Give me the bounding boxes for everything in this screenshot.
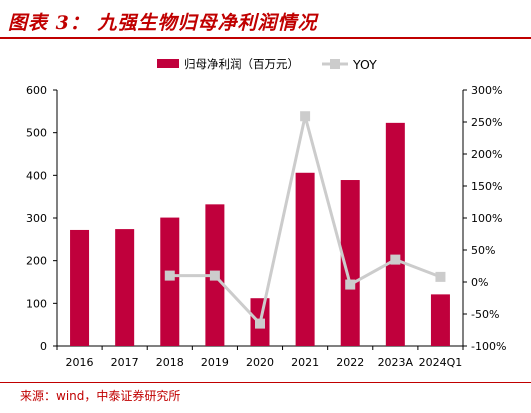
x-tick-label: 2019 — [201, 356, 229, 369]
yoy-marker — [390, 254, 401, 265]
source-note: 来源：wind，中泰证券研究所 — [20, 389, 181, 403]
yoy-marker — [209, 270, 220, 281]
bar-profit — [70, 229, 90, 346]
yoy-marker — [345, 279, 356, 290]
right-tick-label: 300% — [471, 84, 502, 97]
x-tick-label: 2020 — [246, 356, 274, 369]
legend-bar-label: 归母净利润（百万元） — [184, 57, 299, 71]
yoy-marker — [255, 318, 265, 329]
bar-profit — [430, 294, 450, 346]
x-tick-label: 2017 — [111, 356, 139, 369]
left-tick-label: 0 — [40, 340, 47, 353]
legend-line-label: YOY — [352, 57, 377, 72]
footer-divider — [0, 382, 531, 383]
right-tick-label: 50% — [471, 244, 495, 257]
left-tick-label: 200 — [26, 255, 47, 268]
x-tick-label: 2024Q1 — [419, 356, 463, 369]
bar-profit — [340, 180, 360, 346]
x-tick-label: 2021 — [291, 356, 319, 369]
legend-bar-swatch — [157, 59, 179, 68]
x-tick-label: 2018 — [156, 356, 184, 369]
left-tick-label: 500 — [26, 127, 47, 140]
yoy-marker — [164, 270, 175, 281]
right-tick-label: 100% — [471, 212, 502, 225]
title-divider — [0, 37, 531, 39]
x-tick-label: 2023A — [378, 356, 414, 369]
right-tick-label: -100% — [471, 340, 506, 353]
left-tick-label: 400 — [26, 169, 47, 182]
bar-profit — [385, 122, 405, 346]
chart-title: 图表 3： 九强生物归母净利润情况 — [8, 12, 318, 34]
bar-profit — [295, 172, 315, 346]
bar-profit — [160, 217, 180, 346]
bar-profit — [115, 229, 135, 346]
yoy-marker — [435, 271, 446, 282]
right-tick-label: 150% — [471, 180, 502, 193]
right-tick-label: 0% — [471, 276, 488, 289]
right-tick-label: -50% — [471, 308, 499, 321]
yoy-marker — [300, 111, 311, 122]
right-tick-label: 200% — [471, 148, 502, 161]
left-tick-label: 600 — [26, 84, 47, 97]
x-tick-label: 2022 — [336, 356, 364, 369]
legend-line-marker — [330, 59, 340, 69]
right-tick-label: 250% — [471, 116, 502, 129]
x-tick-label: 2016 — [66, 356, 94, 369]
left-tick-label: 100 — [26, 297, 47, 310]
left-tick-label: 300 — [26, 212, 47, 225]
